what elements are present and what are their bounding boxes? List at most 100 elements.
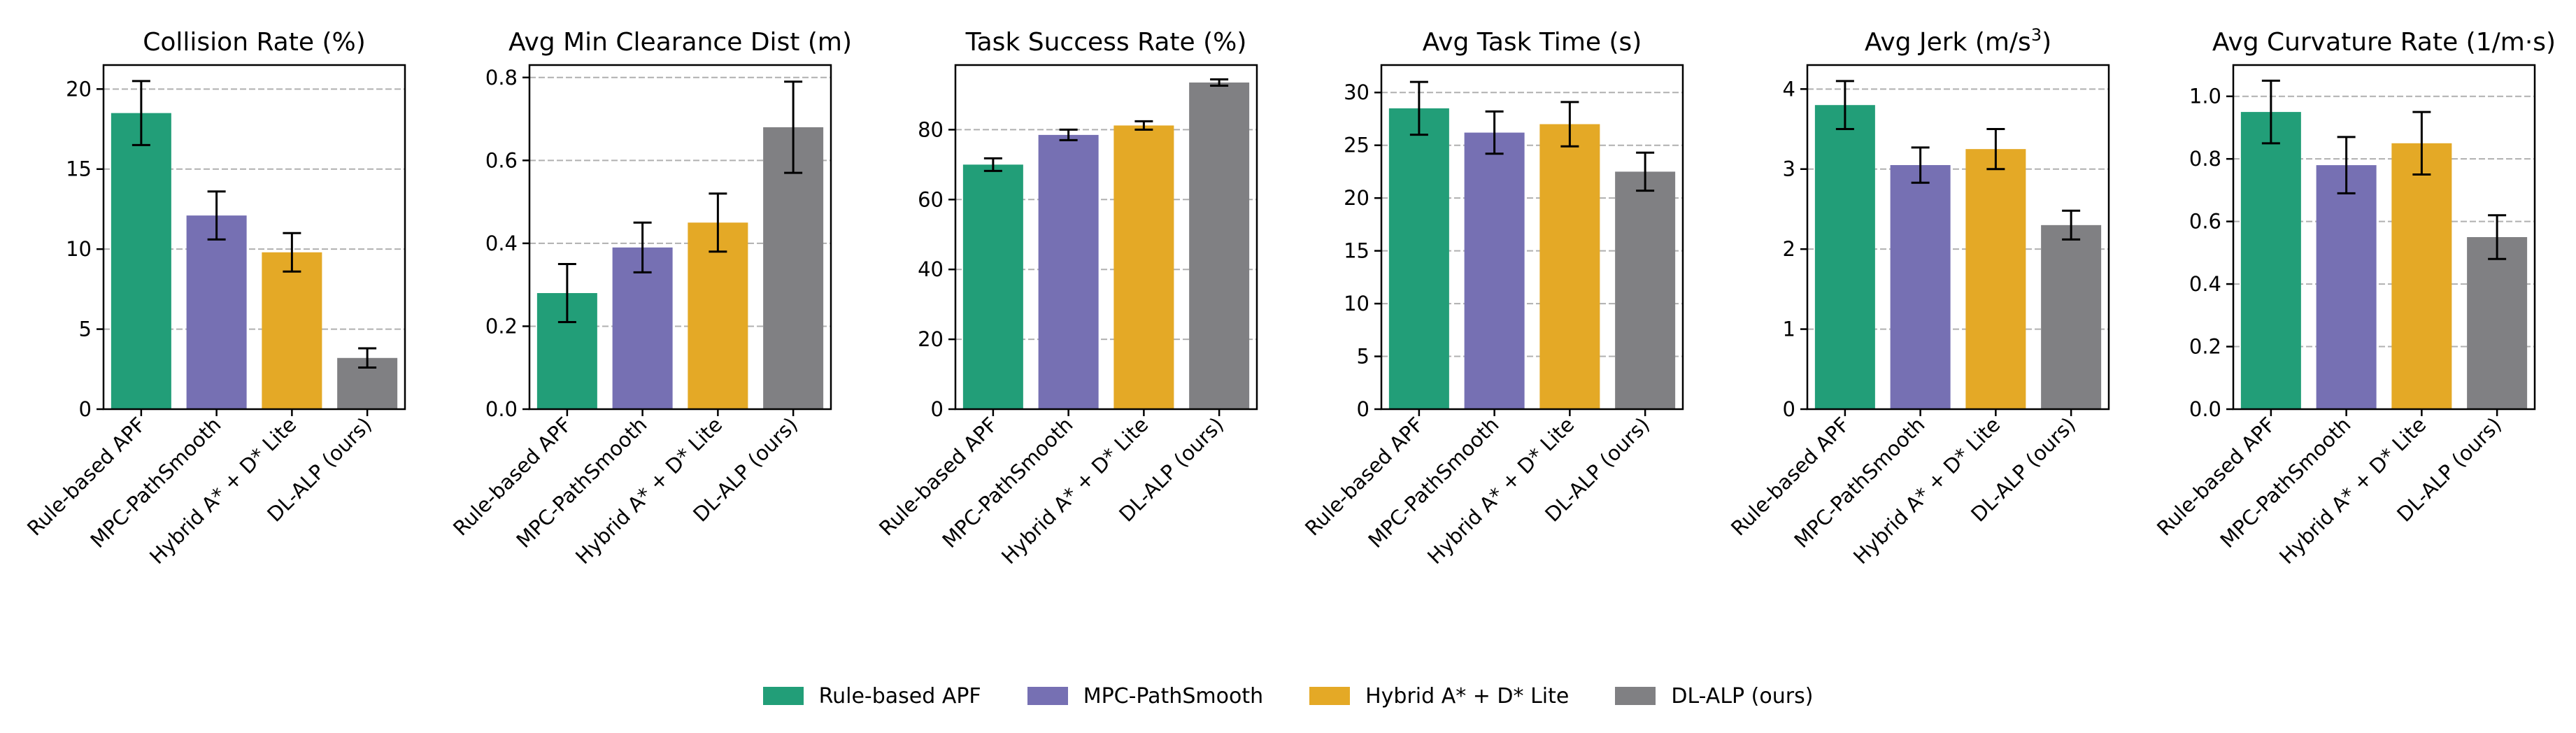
chart-title-text: Avg Jerk (m/s: [1865, 28, 2031, 57]
bar-2: [1464, 132, 1525, 409]
bar-2: [1890, 165, 1951, 409]
error-bar-4: [1636, 151, 1655, 192]
bar-1: [962, 164, 1023, 409]
bar-3: [688, 222, 748, 409]
chart-title: Avg Min Clearance Dist (m): [508, 28, 852, 57]
bar-4: [763, 127, 824, 410]
x-tick-label: MPC-PathSmooth: [938, 413, 1078, 553]
error-bar-1: [983, 157, 1002, 172]
error-bar-4: [784, 80, 803, 174]
bar-3: [1965, 149, 2026, 410]
legend-swatch: [1615, 687, 1656, 705]
x-tick-label: MPC-PathSmooth: [2216, 413, 2356, 553]
y-tick-label: 0: [1783, 397, 1795, 421]
error-bar-1: [1835, 80, 1854, 131]
error-bar-2: [1485, 110, 1504, 155]
legend-label: DL-ALP (ours): [1671, 683, 1814, 709]
y-tick-label: 1: [1783, 318, 1795, 341]
x-tick-label: MPC-PathSmooth: [512, 413, 652, 553]
y-tick-label: 20: [1344, 186, 1369, 210]
y-tick-label: 0.8: [485, 66, 518, 90]
bar-3: [1539, 124, 1600, 410]
y-tick-label: 10: [1344, 292, 1369, 315]
x-tick-label: Hybrid A* + D* Lite: [145, 413, 301, 569]
x-tick-label: Hybrid A* + D* Lite: [571, 413, 727, 569]
y-tick-label: 0.4: [2189, 272, 2221, 296]
x-tick-label: Hybrid A* + D* Lite: [1423, 413, 1579, 569]
bar-4: [1189, 82, 1250, 410]
x-tick-label: MPC-PathSmooth: [1790, 413, 1930, 553]
y-tick-label: 1.0: [2189, 85, 2221, 108]
error-bar-1: [2261, 79, 2280, 145]
y-tick-label: 0.0: [485, 397, 518, 421]
axes-frame: [954, 64, 1258, 411]
error-bar-3: [1560, 101, 1579, 148]
y-tick-label: 5: [79, 318, 92, 341]
error-bar-4: [358, 347, 377, 369]
chart-title: Task Success Rate (%): [965, 28, 1247, 57]
y-tick-label: 0.2: [485, 314, 518, 338]
error-bar-3: [283, 232, 301, 273]
x-tick-label: Hybrid A* + D* Lite: [2275, 413, 2431, 569]
axes-frame: [1806, 64, 2110, 411]
y-tick-label: 0: [1357, 397, 1369, 421]
chart-title: Avg Task Time (s): [1423, 28, 1642, 57]
bar-3: [2391, 143, 2452, 409]
bar-4: [1615, 171, 1676, 409]
x-tick-label: Hybrid A* + D* Lite: [997, 413, 1153, 569]
y-tick-label: 3: [1783, 157, 1795, 181]
x-tick-label: MPC-PathSmooth: [1364, 413, 1504, 553]
x-tick-label: Hybrid A* + D* Lite: [1849, 413, 2005, 569]
error-bar-3: [2412, 111, 2431, 176]
axes-frame: [102, 64, 406, 411]
y-tick-label: 30: [1344, 80, 1369, 104]
y-tick-label: 10: [66, 237, 92, 261]
bar-1: [2240, 112, 2301, 409]
y-tick-label: 0.6: [2189, 210, 2221, 234]
y-tick-label: 0.6: [485, 148, 518, 172]
axes-frame: [2232, 64, 2536, 411]
error-bar-2: [1059, 128, 1078, 141]
bar-3: [262, 252, 322, 409]
y-tick-label: 0.8: [2189, 147, 2221, 171]
legend-swatch: [1309, 687, 1351, 705]
legend-item-mpc-pathsmooth: MPC-PathSmooth: [1027, 684, 1263, 709]
error-bar-1: [131, 80, 150, 146]
legend-swatch: [762, 687, 804, 705]
legend: Rule-based APF MPC-PathSmooth Hybrid A* …: [0, 675, 2576, 717]
y-tick-label: 0.4: [485, 232, 518, 255]
legend-item-rule-based-apf: Rule-based APF: [762, 684, 981, 709]
y-tick-label: 80: [918, 118, 944, 141]
y-tick-label: 2: [1783, 237, 1795, 261]
legend-item-dl-alp: DL-ALP (ours): [1615, 684, 1813, 709]
error-bar-4: [2062, 209, 2081, 241]
bar-2: [1038, 134, 1099, 409]
error-bar-3: [1134, 120, 1153, 131]
error-bar-1: [1409, 80, 1428, 136]
bar-4: [2041, 225, 2102, 409]
y-tick-label: 25: [1344, 134, 1369, 157]
chart-title: Avg Jerk (m/s3): [1865, 25, 2051, 57]
y-tick-label: 15: [1344, 239, 1369, 263]
chart-title: Avg Curvature Rate (1/m·s): [2212, 28, 2556, 57]
bar-2: [2316, 165, 2377, 410]
bar-1: [111, 113, 171, 409]
legend-swatch: [1027, 687, 1068, 705]
axes-frame: [1380, 64, 1684, 411]
y-tick-label: 0: [931, 397, 944, 421]
legend-label: Hybrid A* + D* Lite: [1365, 683, 1570, 709]
error-bar-2: [1911, 146, 1930, 184]
y-tick-label: 0: [79, 397, 92, 421]
chart-title-superscript: 3: [2031, 25, 2042, 45]
y-tick-label: 4: [1783, 77, 1795, 101]
error-bar-2: [207, 190, 226, 241]
axes-frame: [528, 64, 832, 411]
error-bar-4: [2488, 214, 2507, 260]
y-tick-label: 20: [918, 327, 944, 351]
